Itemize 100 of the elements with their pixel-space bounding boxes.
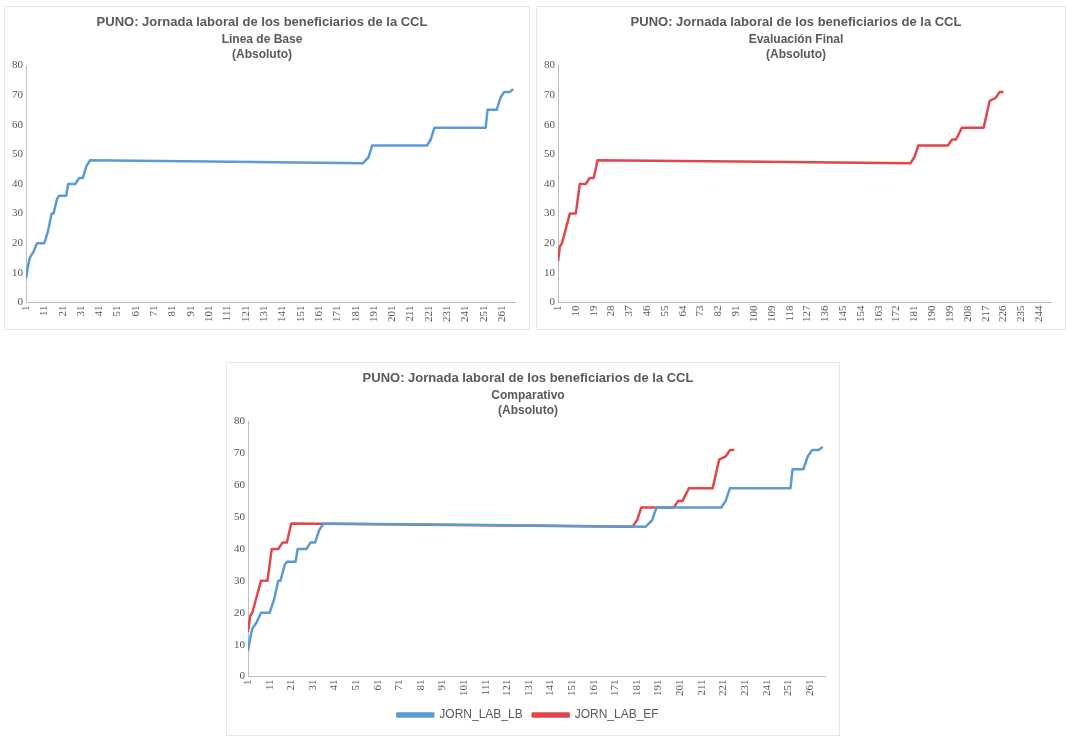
x-tick-label: 154 (853, 305, 866, 322)
x-tick-label: 261 (495, 305, 508, 322)
x-tick-label: 127 (800, 305, 813, 322)
chart-subtitle: Comparativo (Absoluto) (491, 388, 565, 417)
x-tick-label: 141 (543, 679, 556, 696)
x-tick-label: 21 (55, 305, 68, 317)
x-tick-label: 101 (202, 305, 215, 322)
x-tick-label: 55 (657, 305, 670, 317)
x-tick-label: 64 (675, 305, 688, 317)
y-tick-label: 80 (12, 58, 24, 71)
x-tick-label: 91 (729, 305, 742, 317)
x-tick-label: 1 (240, 679, 253, 685)
legend-label: JORN_LAB_EF (574, 707, 659, 722)
x-tick-label: 161 (586, 679, 599, 696)
x-tick-label: 181 (348, 305, 361, 322)
x-tick-label: 111 (220, 305, 233, 322)
y-tick-label: 70 (234, 446, 246, 459)
y-tick-label: 0 (239, 669, 246, 682)
legend-label: JORN_LAB_LB (439, 707, 523, 722)
x-tick-label: 221 (716, 679, 729, 696)
x-tick-label: 11 (262, 679, 275, 691)
y-tick-label: 60 (12, 117, 24, 130)
y-tick-label: 30 (544, 206, 556, 219)
x-tick-label: 101 (457, 679, 469, 696)
y-tick-label: 20 (544, 236, 556, 249)
x-tick-label: 231 (737, 679, 750, 696)
x-tick-label: 37 (622, 305, 635, 317)
x-tick-label: 61 (370, 679, 383, 691)
x-tick-label: 31 (73, 305, 86, 317)
chart-subtitle: Evaluación Final (Absoluto) (748, 32, 844, 61)
x-tick-label: 61 (128, 305, 141, 317)
x-tick-label: 131 (521, 679, 534, 696)
x-tick-label: 131 (256, 305, 269, 322)
y-tick-label: 30 (234, 573, 246, 586)
x-tick-label: 73 (693, 305, 706, 317)
x-tick-label: 163 (871, 305, 884, 322)
x-tick-label: 181 (629, 679, 642, 696)
y-tick-label: 70 (544, 87, 556, 100)
x-tick-label: 10 (568, 305, 581, 317)
x-tick-label: 171 (330, 305, 343, 322)
x-tick-label: 221 (421, 305, 434, 322)
x-tick-label: 1 (18, 305, 31, 311)
y-tick-label: 50 (234, 509, 246, 522)
x-tick-label: 109 (764, 305, 777, 322)
x-tick-label: 201 (385, 305, 398, 322)
y-tick-label: 70 (12, 87, 24, 100)
x-tick-label: 111 (478, 679, 491, 696)
x-tick-label: 211 (403, 305, 416, 322)
y-tick-label: 10 (12, 265, 24, 278)
x-tick-label: 199 (942, 305, 955, 322)
x-tick-label: 51 (110, 305, 123, 317)
x-tick-label: 100 (746, 305, 759, 322)
x-tick-label: 151 (293, 305, 306, 322)
x-tick-label: 81 (165, 305, 178, 317)
x-tick-label: 191 (651, 679, 664, 696)
x-tick-label: 201 (673, 679, 686, 696)
x-tick-label: 172 (889, 305, 902, 322)
x-tick-label: 11 (37, 305, 50, 317)
x-tick-label: 91 (435, 679, 448, 691)
chart-title: PUNO: Jornada laboral de los beneficiarios de la CCL (630, 14, 962, 30)
x-tick-label: 41 (92, 305, 105, 317)
y-tick-label: 80 (234, 414, 246, 427)
x-tick-label: 31 (305, 679, 318, 691)
x-tick-label: 191 (366, 305, 379, 322)
y-tick-label: 0 (549, 295, 556, 308)
x-tick-label: 244 (1032, 305, 1045, 322)
x-tick-label: 261 (802, 679, 815, 696)
x-tick-label: 82 (711, 305, 724, 317)
x-tick-label: 190 (925, 305, 938, 322)
x-tick-label: 211 (694, 679, 707, 696)
y-tick-label: 50 (12, 147, 24, 160)
y-tick-label: 30 (12, 206, 24, 219)
x-tick-label: 171 (608, 679, 621, 696)
x-tick-label: 151 (565, 679, 578, 696)
x-tick-label: 71 (147, 305, 160, 317)
y-tick-label: 60 (544, 117, 556, 130)
x-tick-label: 241 (458, 305, 471, 322)
x-tick-label: 181 (907, 305, 920, 322)
x-tick-label: 118 (782, 305, 795, 322)
y-tick-label: 50 (544, 147, 556, 160)
y-tick-label: 40 (12, 176, 24, 189)
y-tick-label: 40 (544, 176, 556, 189)
x-tick-label: 251 (476, 305, 489, 322)
x-tick-label: 161 (311, 305, 324, 322)
chart-title: PUNO: Jornada laboral de los beneficiarios de la CCL (96, 14, 428, 30)
y-tick-label: 20 (234, 605, 246, 618)
y-tick-label: 10 (544, 265, 556, 278)
y-tick-label: 60 (234, 478, 246, 491)
x-tick-label: 121 (238, 305, 251, 322)
x-tick-label: 1 (550, 305, 563, 311)
x-tick-label: 235 (1014, 305, 1027, 322)
x-tick-label: 217 (978, 305, 991, 322)
y-tick-label: 0 (17, 295, 24, 308)
x-tick-label: 51 (348, 679, 361, 691)
x-tick-label: 41 (327, 679, 340, 691)
x-tick-label: 241 (759, 679, 772, 696)
x-tick-label: 71 (392, 679, 405, 691)
x-tick-label: 226 (996, 305, 1009, 322)
x-tick-label: 136 (818, 305, 831, 322)
y-tick-label: 10 (234, 637, 246, 650)
